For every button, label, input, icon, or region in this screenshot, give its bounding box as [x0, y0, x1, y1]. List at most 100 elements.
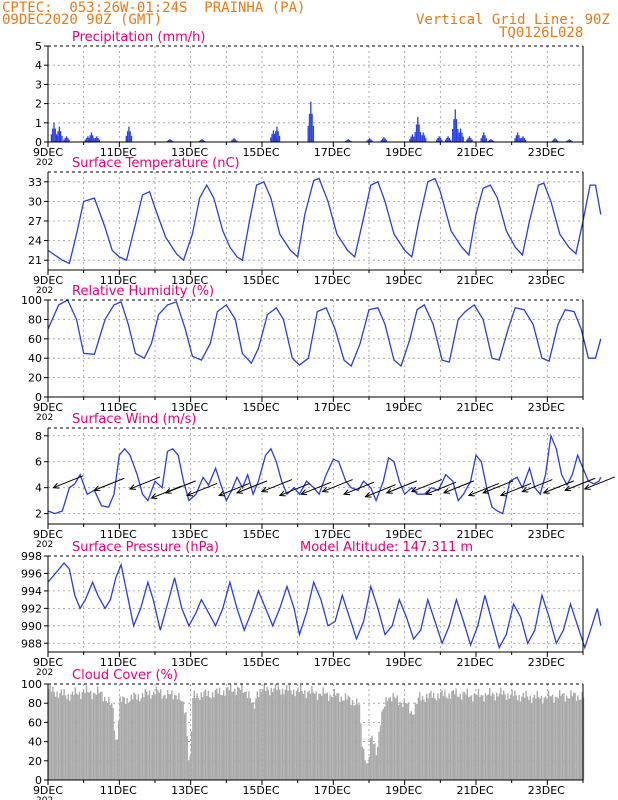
precip-bar — [461, 132, 463, 142]
cloud-bar — [550, 696, 552, 780]
cloud-bar — [98, 693, 100, 780]
cloud-bar — [361, 746, 363, 780]
cloud-bar — [364, 760, 366, 780]
cloud-bar — [416, 703, 418, 780]
cloud-bar — [577, 695, 579, 780]
cloud-bar — [139, 701, 141, 780]
cloud-bar — [176, 699, 179, 780]
cloud-bar — [573, 692, 575, 780]
cloud-bar — [143, 697, 145, 780]
cloud-bar — [363, 748, 365, 780]
x-tick-label: 15DEC — [242, 274, 279, 287]
cloud-bar — [461, 699, 463, 780]
precip-bar — [370, 139, 372, 142]
cloud-bar — [536, 690, 538, 780]
precip-bar — [278, 135, 281, 142]
cloud-bar — [531, 703, 533, 780]
y-tick-label: 996 — [21, 567, 42, 580]
precip-bar — [198, 140, 201, 142]
cloud-bar — [330, 696, 333, 780]
cloud-bar — [190, 731, 193, 780]
cloud-bar — [179, 700, 181, 780]
precip-bar — [483, 132, 485, 142]
y-tick-label: 24 — [28, 235, 42, 248]
x-tick-label: 9DEC — [33, 656, 63, 669]
cloud-bar — [147, 695, 149, 780]
cloud-bar — [427, 698, 429, 780]
panel-5 — [44, 683, 585, 785]
x-tick-label: 15DEC — [242, 146, 279, 159]
cloud-bar — [146, 691, 148, 780]
cloud-bar — [50, 691, 53, 780]
cloud-bar — [225, 687, 228, 780]
cloud-bar — [87, 691, 89, 780]
cloud-bar — [325, 693, 327, 780]
cloud-bar — [137, 694, 139, 780]
cloud-bar — [129, 701, 131, 780]
wind-vector — [410, 479, 442, 493]
cloud-bar — [252, 701, 254, 780]
cloud-bar — [377, 746, 379, 780]
series-line — [47, 177, 602, 265]
wind-vector — [467, 482, 500, 497]
date-header: 09DEC2020 90Z (GMT) — [2, 12, 163, 28]
cloud-bar — [237, 686, 239, 780]
cloud-bar — [246, 697, 249, 780]
precip-bar — [203, 140, 206, 142]
cloud-bar — [563, 693, 565, 780]
cloud-bar — [542, 703, 544, 780]
cloud-bar — [209, 697, 211, 780]
precip-bar — [419, 138, 422, 142]
cloud-bar — [428, 693, 431, 780]
precip-bar — [553, 139, 555, 142]
wind-vector — [521, 479, 553, 493]
precip-bar — [551, 140, 554, 142]
cloud-bar — [381, 711, 383, 780]
wind-vector — [499, 482, 532, 497]
cloud-bar — [300, 684, 302, 780]
cloud-bar — [111, 703, 113, 780]
cloud-bar — [101, 691, 103, 780]
precip-bar — [421, 135, 423, 142]
cloud-bar — [564, 701, 566, 780]
cloud-bar — [484, 693, 487, 780]
cloud-bar — [288, 684, 291, 780]
precip-bar — [52, 128, 54, 142]
precip-bar — [68, 139, 70, 142]
cloud-bar — [161, 698, 163, 780]
y-tick-label: 40 — [28, 352, 42, 365]
cloud-bar — [483, 701, 485, 780]
precip-bar — [345, 140, 347, 142]
precip-bar — [411, 134, 414, 142]
cloud-bar — [260, 691, 263, 780]
x-tick-label: 13DEC — [171, 528, 208, 541]
wind-vector — [93, 477, 125, 492]
cloud-bar — [328, 700, 330, 780]
wind-vector — [385, 480, 418, 494]
cloud-bar — [448, 693, 450, 780]
cloud-bar — [227, 687, 229, 780]
x-tick-label: 21DEC — [456, 274, 493, 287]
precip-bar — [96, 136, 98, 142]
precip-bar — [350, 140, 352, 142]
wind-vector — [278, 482, 311, 497]
precip-bar — [130, 135, 133, 142]
cloud-bar — [115, 739, 117, 780]
cloud-bar — [307, 692, 309, 780]
cloud-bar — [491, 692, 494, 780]
cloud-bar — [405, 703, 407, 780]
cloud-bar — [337, 693, 340, 780]
cloud-bar — [90, 690, 92, 780]
precip-bar — [414, 132, 416, 142]
cloud-bar — [218, 687, 221, 780]
x-tick-label: 19DEC — [385, 656, 422, 669]
cloud-bar — [91, 699, 93, 780]
x-tick-label: 17DEC — [314, 656, 351, 669]
cloud-bar — [265, 691, 267, 780]
cloud-bar — [305, 698, 307, 780]
precip-bar — [232, 139, 234, 142]
cloud-bar — [452, 690, 454, 780]
cloud-bar — [102, 701, 104, 780]
cloud-bar — [451, 691, 453, 780]
precip-bar — [90, 132, 93, 142]
